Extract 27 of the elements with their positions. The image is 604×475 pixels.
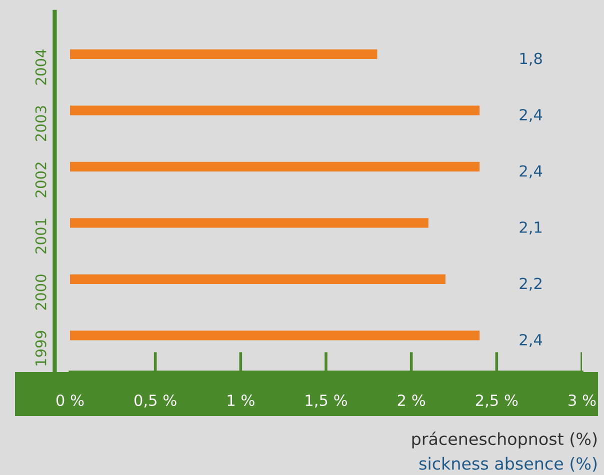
data-label: 2,4	[520, 334, 542, 348]
data-label: 2,1	[520, 221, 542, 235]
x-tick-label: 1 %	[228, 394, 254, 406]
y-tick-label: 2003	[35, 106, 46, 141]
x-tick-label: 0 %	[56, 394, 84, 406]
text: sickness absence (%)	[419, 456, 597, 472]
y-tick-label: 2000	[35, 274, 46, 310]
x-axis-title: práceneschopnost (%)	[412, 432, 597, 448]
y-tick-label: 1999	[35, 330, 46, 366]
data-label: 2,4	[520, 108, 542, 122]
bar	[70, 162, 480, 172]
bar	[70, 218, 428, 228]
x-tick-label: 0,5 %	[134, 394, 176, 408]
bar	[70, 106, 480, 116]
x-tick-label: 2,5 %	[476, 394, 518, 408]
data-label: 1,8	[520, 52, 542, 66]
y-tick-label: 2004	[35, 49, 46, 85]
bar	[70, 274, 446, 284]
data-label: 2,4	[520, 165, 542, 178]
x-tick-label: 3 %	[568, 394, 596, 406]
x-tick-label: 1,5 %	[306, 394, 347, 408]
bar	[70, 49, 378, 59]
x-tick-label: 2 %	[398, 394, 426, 406]
y-tick-label: 2002	[35, 162, 46, 198]
y-tick-label: 2001	[35, 218, 46, 254]
bar	[70, 330, 480, 340]
data-label: 2,2	[520, 278, 542, 291]
